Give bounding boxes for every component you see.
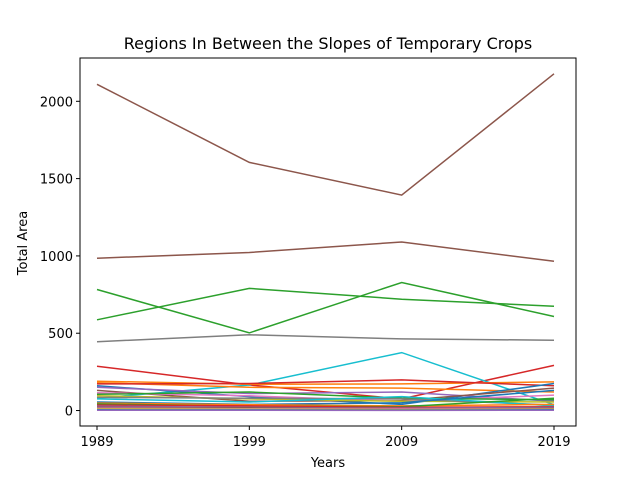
series-line-3	[96, 287, 555, 321]
x-tick-label: 1999	[233, 435, 266, 450]
series-line-1	[96, 241, 555, 263]
x-tick-label: 2009	[385, 435, 418, 450]
series-line-2	[96, 281, 555, 334]
series-line-17	[96, 395, 555, 407]
series-line-8	[96, 381, 555, 393]
series-line-14	[96, 391, 555, 401]
y-axis: 0 500 1000 1500 2000	[40, 95, 80, 420]
series-line-9	[96, 379, 555, 387]
y-tick-label: 1500	[40, 173, 73, 188]
series-line-12	[96, 387, 555, 403]
y-tick-label: 2000	[40, 95, 73, 110]
series-layer	[96, 73, 555, 412]
y-tick-label: 500	[48, 327, 73, 342]
plot-frame	[79, 57, 577, 427]
x-tick-label: 2019	[537, 435, 570, 450]
y-tick-label: 1000	[40, 250, 73, 265]
chart-title: Regions In Between the Slopes of Tempora…	[124, 34, 533, 53]
series-line-0	[96, 73, 555, 196]
x-tick-label: 1989	[80, 435, 113, 450]
series-line-4	[96, 334, 555, 343]
series-line-19	[96, 402, 555, 407]
y-axis-title: Total Area	[16, 211, 31, 276]
x-axis: 1989 1999 2009 2019	[80, 426, 571, 450]
x-axis-title: Years	[310, 456, 346, 471]
y-tick-label: 0	[65, 405, 73, 420]
series-line-21	[96, 404, 555, 409]
